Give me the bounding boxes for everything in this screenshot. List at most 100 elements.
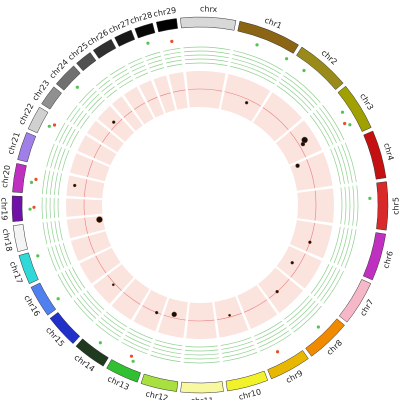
grid-line	[317, 268, 336, 299]
grid-line	[47, 222, 51, 243]
chromosome	[12, 196, 23, 222]
grid-line	[149, 64, 163, 68]
grid-line	[165, 56, 181, 59]
grid-line	[58, 174, 61, 196]
grid-line	[48, 247, 57, 271]
grid-line	[320, 269, 339, 301]
grid-line	[151, 68, 164, 72]
chromosome-label: chr28	[129, 10, 154, 25]
grid-line	[185, 63, 227, 66]
chromosome	[156, 18, 177, 31]
marker	[285, 57, 288, 60]
chromosome-label: chr11	[191, 396, 214, 400]
scatter-point	[228, 314, 230, 316]
marker	[57, 297, 60, 300]
grid-line	[147, 56, 161, 61]
grid-line	[56, 123, 66, 141]
grid-line	[70, 108, 80, 122]
grid-line	[47, 144, 55, 167]
grid-line	[163, 48, 180, 51]
grid-line	[46, 198, 47, 219]
marker	[130, 355, 133, 358]
grid-line	[99, 80, 110, 89]
scatter-point	[296, 164, 300, 168]
grid-line	[119, 80, 132, 88]
grid-line	[319, 108, 340, 142]
chromosome-label: chrx	[200, 4, 218, 14]
chromosome-label: chr29	[153, 6, 177, 19]
grid-line	[185, 350, 218, 351]
grid-line	[145, 52, 160, 57]
grid-line	[65, 271, 78, 293]
grid-line	[349, 186, 350, 225]
grid-line	[221, 337, 251, 345]
grid-line	[55, 221, 59, 241]
grid-line	[283, 76, 317, 106]
scatter-point	[245, 101, 248, 104]
marker	[368, 197, 371, 200]
scatter-point	[276, 290, 279, 293]
grid-line	[59, 221, 63, 241]
chromosome	[115, 30, 135, 46]
chromosome	[135, 23, 155, 38]
grid-line	[59, 125, 68, 143]
grid-line	[52, 246, 61, 269]
scatter-point	[112, 121, 115, 124]
grid-line	[51, 221, 55, 242]
chromosome	[13, 224, 27, 251]
track-background	[186, 71, 226, 109]
grid-line	[185, 346, 217, 347]
grid-line	[50, 198, 51, 219]
grid-line	[289, 301, 315, 326]
marker	[34, 178, 37, 181]
grid-line	[150, 355, 180, 362]
chromosome	[12, 163, 26, 192]
grid-line	[136, 73, 148, 79]
grid-line	[54, 198, 55, 218]
grid-line	[104, 87, 115, 95]
grid-line	[184, 51, 230, 54]
marker	[53, 123, 56, 126]
scatter-point	[96, 217, 102, 223]
grid-line	[184, 55, 228, 58]
marker	[76, 86, 79, 89]
marker	[343, 122, 346, 125]
chromosome-label: chr18	[1, 228, 14, 252]
chromosome	[180, 17, 236, 30]
grid-line	[260, 334, 291, 351]
marker	[99, 341, 102, 344]
grid-line	[167, 64, 182, 67]
chromosome	[376, 182, 388, 231]
chromosome	[363, 233, 385, 280]
marker	[348, 123, 351, 126]
grid-line	[183, 47, 230, 50]
grid-line	[184, 354, 218, 355]
scatter-point	[291, 261, 294, 264]
grid-line	[166, 60, 182, 63]
marker	[132, 360, 135, 363]
scatter-point	[172, 312, 177, 317]
grid-line	[96, 77, 107, 86]
grid-line	[56, 245, 64, 268]
grid-line	[330, 227, 340, 262]
chromosome-label: chr4	[382, 142, 396, 162]
marker	[36, 254, 39, 257]
marker	[146, 42, 149, 45]
chromosome	[364, 131, 386, 179]
grid-line	[164, 52, 181, 55]
grid-line	[324, 271, 344, 303]
grid-line	[80, 116, 89, 129]
grid-line	[67, 129, 76, 146]
chromosome	[181, 382, 224, 393]
grid-line	[51, 146, 58, 168]
marker	[317, 325, 320, 328]
marker	[341, 111, 344, 114]
chromosome	[226, 371, 268, 391]
marker	[30, 181, 33, 184]
grid-line	[129, 328, 152, 339]
chromosome-label: chr1	[263, 16, 283, 31]
scatter-point	[112, 284, 114, 286]
grid-line	[110, 66, 125, 75]
grid-line	[341, 187, 342, 224]
grid-line	[96, 324, 119, 341]
